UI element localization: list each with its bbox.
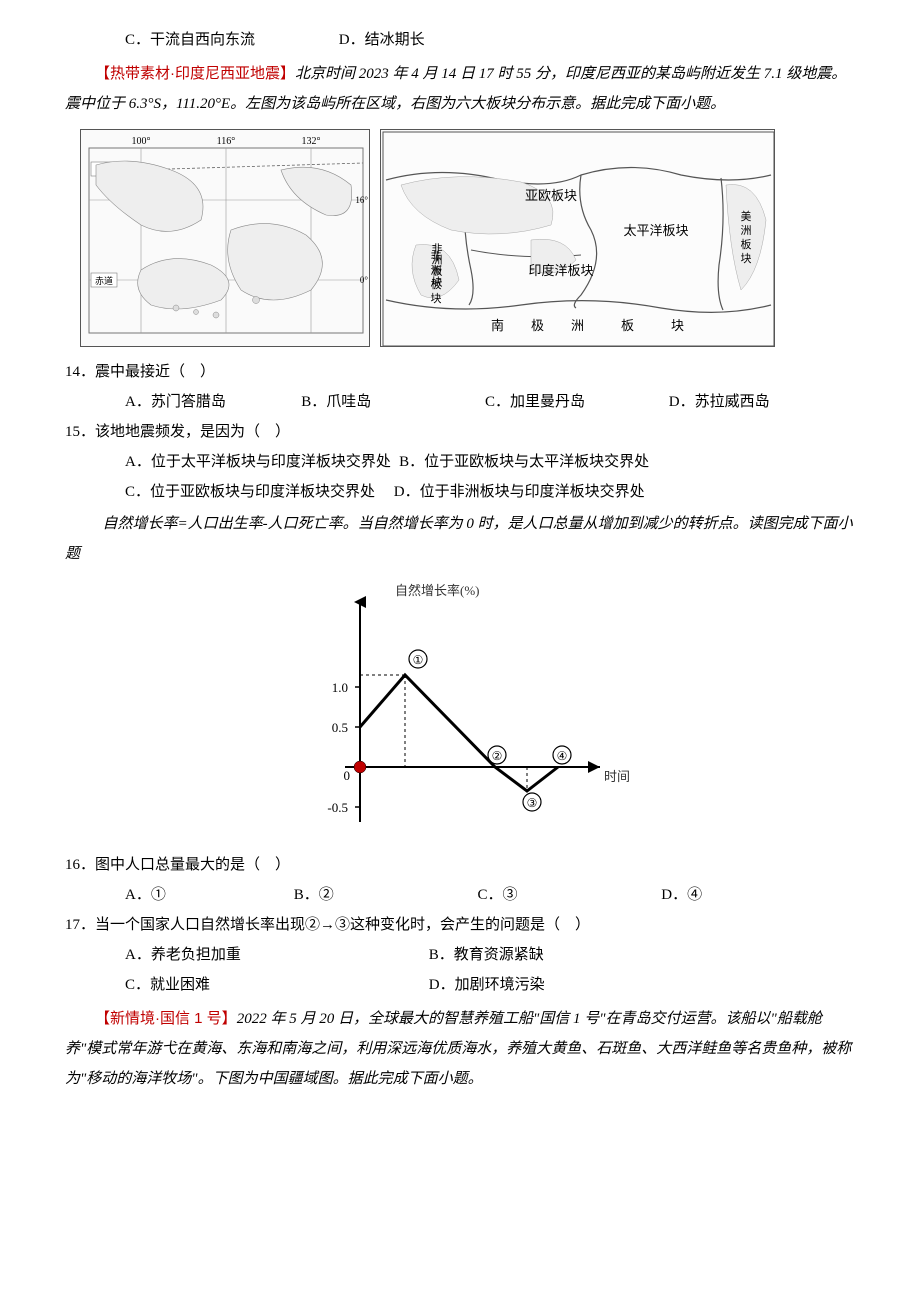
svg-text:④: ④: [557, 749, 568, 763]
context-tag-red: 【热带素材·印度尼西亚地震】: [95, 65, 295, 82]
q15-row2: C．位于亚欧板块与印度洋板块交界处 D．位于非洲板块与印度洋板块交界处: [65, 477, 855, 507]
q17-c: C．就业困难: [125, 970, 425, 1000]
map-indonesia: 100° 116° 132° 16° 0° 北回归线 赤道: [80, 129, 370, 347]
svg-text:116°: 116°: [217, 136, 236, 147]
svg-text:16°: 16°: [355, 195, 368, 205]
q16-c: C．③: [478, 880, 613, 910]
q17-d: D．加剧环境污染: [429, 970, 729, 1000]
q14-stem: 14．震中最接近（ ）: [65, 357, 855, 387]
q17-row2: C．就业困难 D．加剧环境污染: [65, 970, 855, 1000]
svg-text:时间: 时间: [604, 769, 630, 784]
map-tectonic-plates: 亚欧板块 太平洋板块 非洲板块 非 洲 板 块 印度洋板块 美 洲 板 块 南 …: [380, 129, 775, 347]
svg-text:洲: 洲: [571, 318, 584, 333]
q14-a: A．苏门答腊岛: [125, 387, 253, 417]
q16-stem: 16．图中人口总量最大的是（ ）: [65, 850, 855, 880]
svg-text:亚欧板块: 亚欧板块: [525, 188, 577, 203]
svg-text:洲: 洲: [431, 265, 442, 277]
svg-text:洲: 洲: [741, 225, 752, 237]
q15-stem: 15．该地地震频发，是因为（ ）: [65, 417, 855, 447]
svg-text:①: ①: [413, 653, 424, 667]
svg-text:块: 块: [671, 318, 684, 333]
q16-options: A．① B．② C．③ D．④: [65, 880, 855, 910]
context3-tag: 【新情境·国信 1 号】: [95, 1010, 237, 1027]
svg-text:0°: 0°: [360, 275, 369, 285]
svg-text:0: 0: [344, 768, 351, 783]
q15-a: A．位于太平洋板块与印度洋板块交界处: [125, 454, 391, 470]
q14-b: B．爪哇岛: [301, 387, 436, 417]
q17-a: A．养老负担加重: [125, 940, 425, 970]
q14-options: A．苏门答腊岛 B．爪哇岛 C．加里曼丹岛 D．苏拉威西岛: [65, 387, 855, 417]
svg-text:板: 板: [741, 237, 752, 251]
svg-text:0.5: 0.5: [332, 720, 348, 735]
svg-text:③: ③: [527, 796, 538, 810]
svg-text:赤道: 赤道: [95, 275, 113, 286]
q15-d: D．位于非洲板块与印度洋板块交界处: [394, 484, 645, 500]
svg-text:-0.5: -0.5: [327, 800, 348, 815]
q15-b: B．位于亚欧板块与太平洋板块交界处: [399, 454, 649, 470]
context-indonesia: 【热带素材·印度尼西亚地震】北京时间 2023 年 4 月 14 日 17 时 …: [65, 59, 855, 119]
svg-text:印度洋板块: 印度洋板块: [528, 263, 593, 278]
svg-text:自然增长率(%): 自然增长率(%): [395, 583, 480, 598]
map-row: 100° 116° 132° 16° 0° 北回归线 赤道: [65, 129, 855, 347]
q17-b: B．教育资源紧缺: [429, 940, 729, 970]
q16-b: B．②: [294, 880, 429, 910]
q15-row1: A．位于太平洋板块与印度洋板块交界处 B．位于亚欧板块与太平洋板块交界处: [65, 447, 855, 477]
option-c: C．干流自西向东流: [125, 25, 290, 55]
option-d: D．结冰期长: [339, 25, 425, 55]
svg-text:1.0: 1.0: [332, 680, 348, 695]
svg-text:132°: 132°: [302, 136, 321, 147]
svg-text:南: 南: [491, 318, 504, 333]
q14-d: D．苏拉威西岛: [669, 387, 770, 417]
svg-text:太平洋板块: 太平洋板块: [623, 223, 688, 238]
q17-stem: 17．当一个国家人口自然增长率出现②→③这种变化时，会产生的问题是（ ）: [65, 910, 855, 940]
svg-text:板: 板: [431, 277, 442, 291]
q15-c: C．位于亚欧板块与印度洋板块交界处: [125, 484, 375, 500]
q17-row1: A．养老负担加重 B．教育资源紧缺: [65, 940, 855, 970]
q14-c: C．加里曼丹岛: [485, 387, 620, 417]
svg-text:美: 美: [741, 210, 752, 223]
q16-d: D．④: [661, 880, 702, 910]
svg-text:非: 非: [431, 250, 442, 263]
context2-body: 自然增长率=人口出生率-人口死亡率。当自然增长率为 0 时，是人口总量从增加到减…: [65, 516, 853, 562]
context-growth-rate: 自然增长率=人口出生率-人口死亡率。当自然增长率为 0 时，是人口总量从增加到减…: [65, 509, 855, 569]
svg-text:板: 板: [621, 318, 634, 333]
svg-text:极: 极: [531, 318, 544, 333]
svg-text:块: 块: [431, 292, 442, 305]
top-orphan-options: C．干流自西向东流 D．结冰期长: [65, 25, 855, 55]
growth-rate-chart: 自然增长率(%) -0.5 0 0.5 1.0 时间: [65, 577, 855, 842]
q16-a: A．①: [125, 880, 245, 910]
svg-text:块: 块: [741, 252, 752, 265]
context-guoxin1: 【新情境·国信 1 号】2022 年 5 月 20 日，全球最大的智慧养殖工船"…: [65, 1004, 855, 1094]
svg-text:100°: 100°: [132, 136, 151, 147]
svg-text:②: ②: [492, 749, 503, 763]
